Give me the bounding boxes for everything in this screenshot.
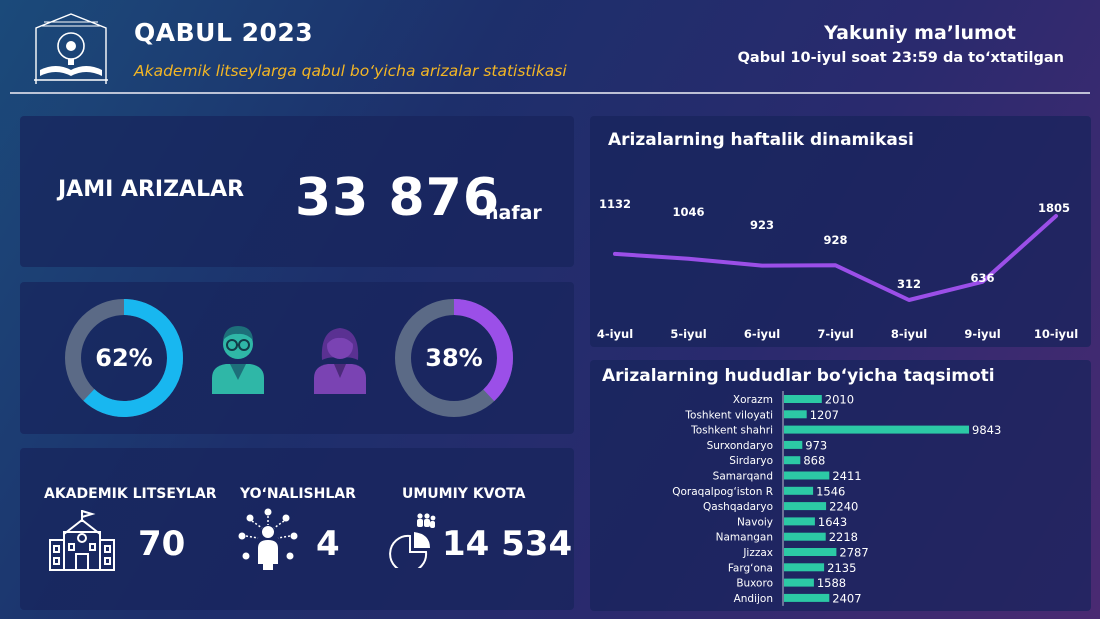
region-value-label: 1207 bbox=[810, 408, 839, 422]
header-divider bbox=[10, 92, 1090, 94]
weekly-x-tick-label: 10-iyul bbox=[1034, 327, 1078, 341]
admission-closed-note: Qabul 10-iyul soat 23:59 da to‘xtatilgan bbox=[737, 50, 1064, 66]
region-label: Toshkent shahri bbox=[690, 425, 773, 437]
region-value-label: 2218 bbox=[829, 530, 858, 544]
region-label: Surxondaryo bbox=[707, 440, 773, 452]
region-value-label: 2411 bbox=[832, 469, 861, 483]
region-value-label: 2135 bbox=[827, 561, 856, 575]
weekly-dynamics-panel: Arizalarning haftalik dinamikasi 1132 104… bbox=[590, 116, 1091, 347]
weekly-data-label: 1132 bbox=[599, 197, 631, 211]
region-label: Qoraqalpog‘iston R bbox=[672, 486, 773, 498]
weekly-data-label: 1805 bbox=[1038, 201, 1070, 215]
weekly-x-tick-label: 7-iyul bbox=[817, 327, 853, 341]
weekly-series-line bbox=[613, 214, 1058, 302]
male-donut-arc bbox=[65, 299, 183, 417]
region-value-label: 973 bbox=[805, 438, 827, 452]
logo-emblem bbox=[34, 13, 108, 84]
region-value-label: 1546 bbox=[816, 484, 845, 498]
region-label: Toshkent viloyati bbox=[684, 409, 773, 421]
female-percent: 38% bbox=[425, 344, 483, 372]
directions-value: 4 bbox=[316, 524, 340, 564]
school-building-icon bbox=[49, 510, 115, 571]
region-label: Namangan bbox=[716, 532, 773, 544]
region-bar bbox=[784, 517, 815, 526]
region-bar bbox=[784, 532, 826, 541]
region-bar bbox=[784, 456, 801, 465]
quota-pie-people-icon bbox=[389, 513, 436, 568]
region-bar bbox=[784, 486, 814, 495]
region-bar bbox=[784, 548, 837, 556]
weekly-x-tick-label: 5-iyul bbox=[670, 327, 706, 341]
male-donut: 62% bbox=[62, 296, 186, 420]
female-donut: 38% bbox=[392, 296, 516, 420]
region-value-label: 2240 bbox=[829, 500, 858, 514]
weekly-data-label: 312 bbox=[897, 277, 921, 291]
weekly-data-label: 1046 bbox=[672, 205, 704, 219]
region-value-label: 868 bbox=[803, 454, 825, 468]
total-applications-panel: JAMI ARIZALAR 33 876 nafar bbox=[20, 116, 574, 267]
region-bar bbox=[784, 471, 830, 480]
total-applications-unit: nafar bbox=[485, 202, 542, 224]
region-bar bbox=[784, 563, 825, 572]
region-label: Jizzax bbox=[742, 547, 773, 559]
female-student-icon bbox=[314, 328, 366, 394]
weekly-data-label: 928 bbox=[823, 233, 847, 247]
region-bar bbox=[784, 410, 807, 419]
page-subtitle: Akademik litseylarga qabul bo‘yicha ariz… bbox=[134, 62, 567, 80]
lyceums-label: AKADEMIK LITSEYLAR bbox=[44, 486, 217, 502]
weekly-chart-title: Arizalarning haftalik dinamikasi bbox=[608, 130, 914, 150]
male-percent: 62% bbox=[95, 344, 153, 372]
region-value-label: 1643 bbox=[818, 515, 847, 529]
final-data-title: Yakuniy ma’lumot bbox=[824, 22, 1016, 44]
regions-bar-chart: Xorazm 2010 Toshkent viloyati 1207 Toshkent … bbox=[672, 391, 1001, 606]
quota-value: 14 534 bbox=[442, 524, 573, 564]
region-value-label: 9843 bbox=[972, 423, 1001, 437]
region-label: Buxoro bbox=[736, 578, 773, 590]
region-bar bbox=[784, 440, 803, 449]
region-label: Samarqand bbox=[713, 471, 773, 483]
region-bar bbox=[784, 395, 822, 403]
region-label: Xorazm bbox=[733, 394, 773, 406]
region-value-label: 2407 bbox=[832, 591, 861, 605]
region-label: Sirdaryo bbox=[729, 455, 773, 467]
region-bar bbox=[784, 502, 827, 511]
quota-label: UMUMIY KVOTA bbox=[402, 486, 526, 502]
male-student-icon bbox=[212, 326, 264, 394]
weekly-x-tick-label: 9-iyul bbox=[964, 327, 1000, 341]
directions-network-icon bbox=[238, 508, 298, 570]
weekly-x-tick-label: 4-iyul bbox=[597, 327, 633, 341]
total-applications-value: 33 876 bbox=[295, 168, 501, 228]
region-label: Navoiy bbox=[737, 516, 773, 528]
region-bar bbox=[784, 578, 814, 587]
region-label: Qashqadaryo bbox=[703, 501, 773, 513]
regions-chart-title: Arizalarning hududlar bo‘yicha taqsimoti bbox=[602, 366, 995, 386]
weekly-line-chart: 1132 1046 923 928 312 636 1805 4-iyul 5-iyul 6-iy… bbox=[597, 197, 1078, 341]
regions-distribution-panel: Arizalarning hududlar bo‘yicha taqsimoti… bbox=[590, 360, 1091, 611]
weekly-data-label: 923 bbox=[750, 218, 774, 232]
lyceums-value: 70 bbox=[138, 524, 186, 564]
region-value-label: 1588 bbox=[817, 576, 846, 590]
female-donut-arc bbox=[395, 299, 513, 417]
region-value-label: 2010 bbox=[825, 393, 854, 407]
gender-split-panel: 62% 38% bbox=[20, 282, 574, 434]
region-value-label: 2787 bbox=[839, 546, 868, 560]
total-applications-label: JAMI ARIZALAR bbox=[58, 177, 245, 202]
region-label: Andijon bbox=[734, 593, 773, 605]
region-bar bbox=[784, 425, 969, 434]
weekly-x-tick-label: 8-iyul bbox=[891, 327, 927, 341]
weekly-x-tick-label: 6-iyul bbox=[744, 327, 780, 341]
weekly-data-label: 636 bbox=[970, 271, 994, 285]
page-title: QABUL 2023 bbox=[134, 18, 314, 47]
region-bar bbox=[784, 593, 830, 602]
region-label: Farg‘ona bbox=[728, 562, 773, 574]
summary-stats-panel: AKADEMIK LITSEYLAR 70 YO‘NALISHLAR bbox=[20, 448, 574, 610]
directions-label: YO‘NALISHLAR bbox=[240, 486, 356, 502]
